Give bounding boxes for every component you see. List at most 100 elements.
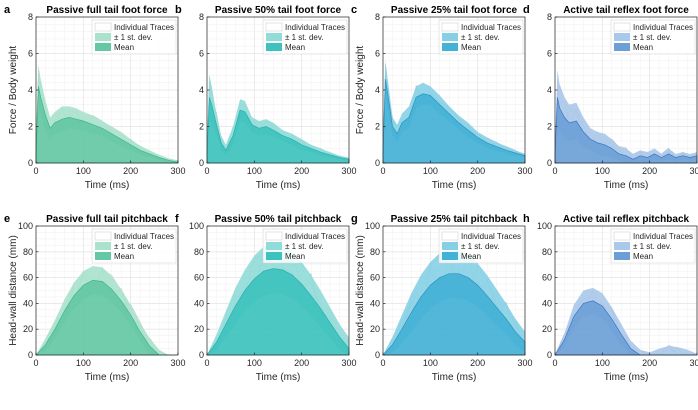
legend-label: Individual Traces: [114, 232, 174, 241]
y-tick-label: 80: [542, 247, 552, 257]
x-axis-label: Time (ms): [432, 372, 477, 383]
y-tick-label: 0: [28, 158, 33, 168]
y-axis-label: Head-wall distance (mm): [8, 235, 19, 346]
legend-label: Mean: [114, 252, 134, 261]
x-tick-label: 0: [33, 166, 38, 176]
legend-label: Individual Traces: [633, 232, 693, 241]
legend-swatch-traces: [441, 231, 459, 241]
x-tick-label: 300: [517, 358, 532, 368]
legend-swatch-std: [95, 242, 111, 250]
x-axis-label: Time (ms): [85, 180, 130, 191]
legend-label: Mean: [633, 252, 653, 261]
y-tick-label: 8: [199, 12, 204, 22]
x-tick-label: 300: [517, 166, 532, 176]
x-tick-label: 300: [689, 166, 698, 176]
legend-swatch-traces: [613, 231, 631, 241]
y-tick-label: 40: [370, 298, 380, 308]
legend: Individual Traces± 1 st. dev.Mean: [610, 228, 696, 264]
panel-letter: g: [351, 213, 358, 225]
y-tick-label: 0: [28, 350, 33, 360]
legend: Individual Traces± 1 st. dev.Mean: [91, 19, 177, 55]
legend-swatch-mean: [442, 43, 458, 51]
legend-label: Mean: [461, 252, 481, 261]
x-tick-label: 0: [33, 358, 38, 368]
legend-label: Individual Traces: [633, 23, 693, 32]
panel-letter: a: [4, 4, 11, 16]
y-tick-label: 0: [547, 158, 552, 168]
legend-swatch-std: [95, 33, 111, 41]
panel-letter: b: [175, 4, 182, 16]
legend: Individual Traces± 1 st. dev.Mean: [438, 228, 524, 264]
y-tick-label: 20: [194, 324, 204, 334]
y-tick-label: 4: [375, 85, 380, 95]
panel-title: Passive full tail pitchback: [46, 214, 168, 225]
legend-label: Individual Traces: [461, 23, 521, 32]
legend-swatch-traces: [265, 22, 283, 32]
y-tick-label: 6: [199, 49, 204, 59]
y-axis-label: Head-wall distance (mm): [355, 235, 366, 346]
x-tick-label: 0: [380, 166, 385, 176]
legend-swatch-mean: [614, 252, 630, 260]
panel-title: Passive full tail foot force: [46, 5, 168, 16]
x-tick-label: 100: [247, 358, 262, 368]
legend-label: ± 1 st. dev.: [461, 242, 499, 251]
std-band: [383, 60, 525, 162]
x-tick-label: 0: [380, 358, 385, 368]
legend-label: Individual Traces: [461, 232, 521, 241]
y-tick-label: 20: [370, 324, 380, 334]
x-axis-label: Time (ms): [604, 180, 649, 191]
panel-title: Active tail reflex pitchback: [563, 214, 690, 225]
x-axis-label: Time (ms): [85, 372, 130, 383]
legend-label: Individual Traces: [114, 23, 174, 32]
y-tick-label: 60: [542, 273, 552, 283]
legend-swatch-traces: [94, 22, 112, 32]
legend-swatch-std: [614, 33, 630, 41]
y-tick-label: 0: [199, 158, 204, 168]
x-tick-label: 200: [642, 166, 657, 176]
x-tick-label: 200: [123, 358, 138, 368]
y-tick-label: 80: [194, 247, 204, 257]
legend-swatch-std: [442, 33, 458, 41]
panel-letter: f: [175, 213, 179, 225]
panel-c: 0 100 200 300 0 2 4 6 8 Time (ms) Force / Body wei…: [351, 4, 533, 191]
y-tick-label: 20: [23, 324, 33, 334]
x-tick-label: 300: [689, 358, 698, 368]
x-axis-label: Time (ms): [432, 180, 477, 191]
panel-g: 0 100 200 300 0 20 40 60 80 100 Time (ms) Head-wall…: [351, 213, 533, 383]
y-tick-label: 40: [542, 298, 552, 308]
y-tick-label: 8: [375, 12, 380, 22]
panel-f: 0 100 200 300 0 20 40 60 80 100 Time (ms) f Passive …: [175, 213, 357, 383]
y-tick-label: 2: [375, 122, 380, 132]
panel-title: Passive 50% tail pitchback: [215, 214, 342, 225]
axes-box: [554, 225, 698, 356]
y-tick-label: 60: [23, 273, 33, 283]
legend-swatch-mean: [95, 252, 111, 260]
x-tick-label: 100: [423, 166, 438, 176]
y-tick-label: 80: [23, 247, 33, 257]
legend-swatch-mean: [614, 43, 630, 51]
y-tick-label: 4: [199, 85, 204, 95]
x-tick-label: 0: [552, 166, 557, 176]
panel-title: Passive 50% tail foot force: [215, 5, 342, 16]
x-tick-label: 100: [595, 166, 610, 176]
y-tick-label: 8: [28, 12, 33, 22]
panel-e: 0 100 200 300 0 20 40 60 80 100 Time (ms) Head-wall…: [4, 213, 186, 383]
x-axis-label: Time (ms): [256, 180, 301, 191]
x-axis-label: Time (ms): [256, 372, 301, 383]
legend-label: Mean: [114, 43, 134, 52]
panel-letter: e: [4, 213, 10, 225]
panel-d: 0 100 200 300 0 2 4 6 8 Time (ms) d Active tail ref…: [523, 4, 698, 191]
y-axis-label: Force / Body weight: [8, 46, 19, 135]
x-tick-label: 100: [595, 358, 610, 368]
y-tick-label: 40: [23, 298, 33, 308]
legend-swatch-std: [614, 242, 630, 250]
legend-label: Mean: [285, 252, 305, 261]
x-tick-label: 0: [204, 358, 209, 368]
y-tick-label: 40: [194, 298, 204, 308]
legend-label: ± 1 st. dev.: [114, 242, 152, 251]
y-tick-label: 0: [375, 158, 380, 168]
legend-swatch-traces: [265, 231, 283, 241]
legend-swatch-std: [266, 33, 282, 41]
legend-label: ± 1 st. dev.: [461, 33, 499, 42]
